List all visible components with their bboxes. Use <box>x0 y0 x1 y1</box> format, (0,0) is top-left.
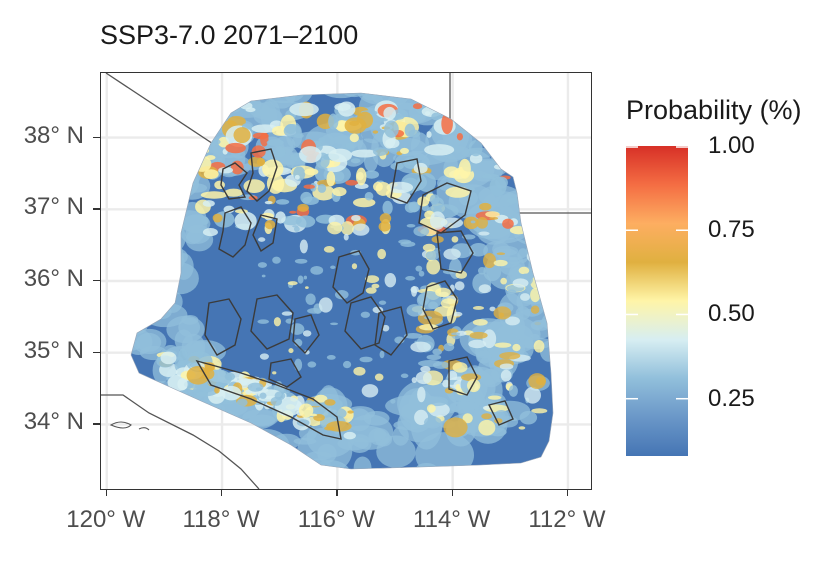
y-tick-label-3: 35° N <box>23 336 84 364</box>
x-tick-label-2: 116° W <box>297 506 375 533</box>
x-tick-label-4: 112° W <box>528 506 606 533</box>
map-panel <box>100 72 592 490</box>
y-tick-label-1: 37° N <box>23 193 84 221</box>
y-tick-mark-3 <box>93 351 100 354</box>
x-tick-mark-4 <box>566 489 569 496</box>
x-tick-label-1: 118° W <box>182 506 260 533</box>
domain-outline <box>130 92 554 470</box>
legend-title: Probability (%) <box>626 95 802 125</box>
colorbar-gradient <box>626 146 688 456</box>
colorbar-ticks <box>626 146 688 400</box>
legend-label-3: 0.25 <box>708 384 755 412</box>
legend-colorbar <box>626 146 688 456</box>
y-tick-label-4: 34° N <box>23 408 84 436</box>
legend-label-0: 1.00 <box>708 132 755 159</box>
y-tick-mark-0 <box>93 136 100 138</box>
y-tick-label-2: 36° N <box>23 265 84 292</box>
y-tick-mark-2 <box>93 280 100 282</box>
x-tick-mark-3 <box>451 489 454 496</box>
coastline <box>101 394 260 489</box>
legend-label-1: 0.75 <box>708 216 755 244</box>
y-tick-mark-1 <box>93 208 100 210</box>
x-tick-label-0: 120° W <box>66 506 146 533</box>
map-title: SSP3-7.0 2071–2100 <box>100 20 359 50</box>
protected-area-outlines <box>195 148 514 440</box>
x-tick-label-3: 114° W <box>413 506 491 533</box>
y-tick-label-0: 38° N <box>23 121 84 149</box>
x-tick-mark-1 <box>221 489 223 496</box>
y-tick-mark-4 <box>93 423 100 425</box>
x-tick-mark-2 <box>336 489 338 496</box>
legend-label-2: 0.50 <box>708 300 755 328</box>
x-tick-mark-0 <box>105 489 108 496</box>
probability-map <box>101 73 591 489</box>
